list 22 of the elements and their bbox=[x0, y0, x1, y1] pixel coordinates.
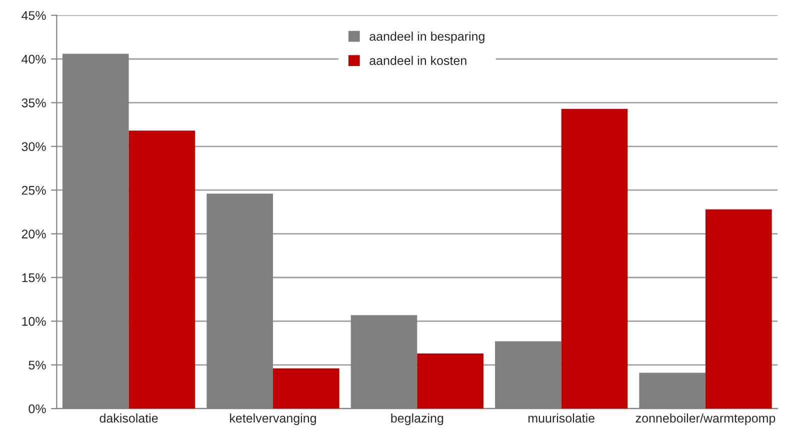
bar bbox=[128, 130, 196, 409]
legend-label: aandeel in kosten bbox=[370, 56, 466, 66]
bar bbox=[272, 368, 340, 409]
x-tick-label: zonneboiler/warmtepomp bbox=[636, 413, 776, 426]
y-tick-label: 25% bbox=[22, 186, 46, 195]
legend-label: aandeel in besparing bbox=[370, 32, 484, 44]
y-tick-label: 40% bbox=[22, 54, 46, 64]
x-tick-label: dakisolatie bbox=[100, 413, 158, 423]
x-tick-label: ketelvervanging bbox=[230, 413, 316, 426]
y-tick-label: 35% bbox=[22, 98, 46, 108]
bar bbox=[417, 354, 484, 409]
y-tick-label: 15% bbox=[22, 273, 46, 282]
x-tick-label: muurisolatie bbox=[528, 413, 594, 423]
y-tick-label: 0% bbox=[28, 404, 46, 414]
y-tick-label: 10% bbox=[22, 316, 46, 326]
x-tick-label: beglazing bbox=[391, 413, 444, 426]
y-tick-label: 30% bbox=[22, 142, 46, 152]
bar bbox=[561, 108, 628, 409]
y-tick-label: 45% bbox=[22, 11, 46, 20]
y-tick-label: 20% bbox=[22, 230, 46, 238]
y-tick-label: 5% bbox=[28, 360, 46, 370]
bar bbox=[706, 209, 772, 409]
